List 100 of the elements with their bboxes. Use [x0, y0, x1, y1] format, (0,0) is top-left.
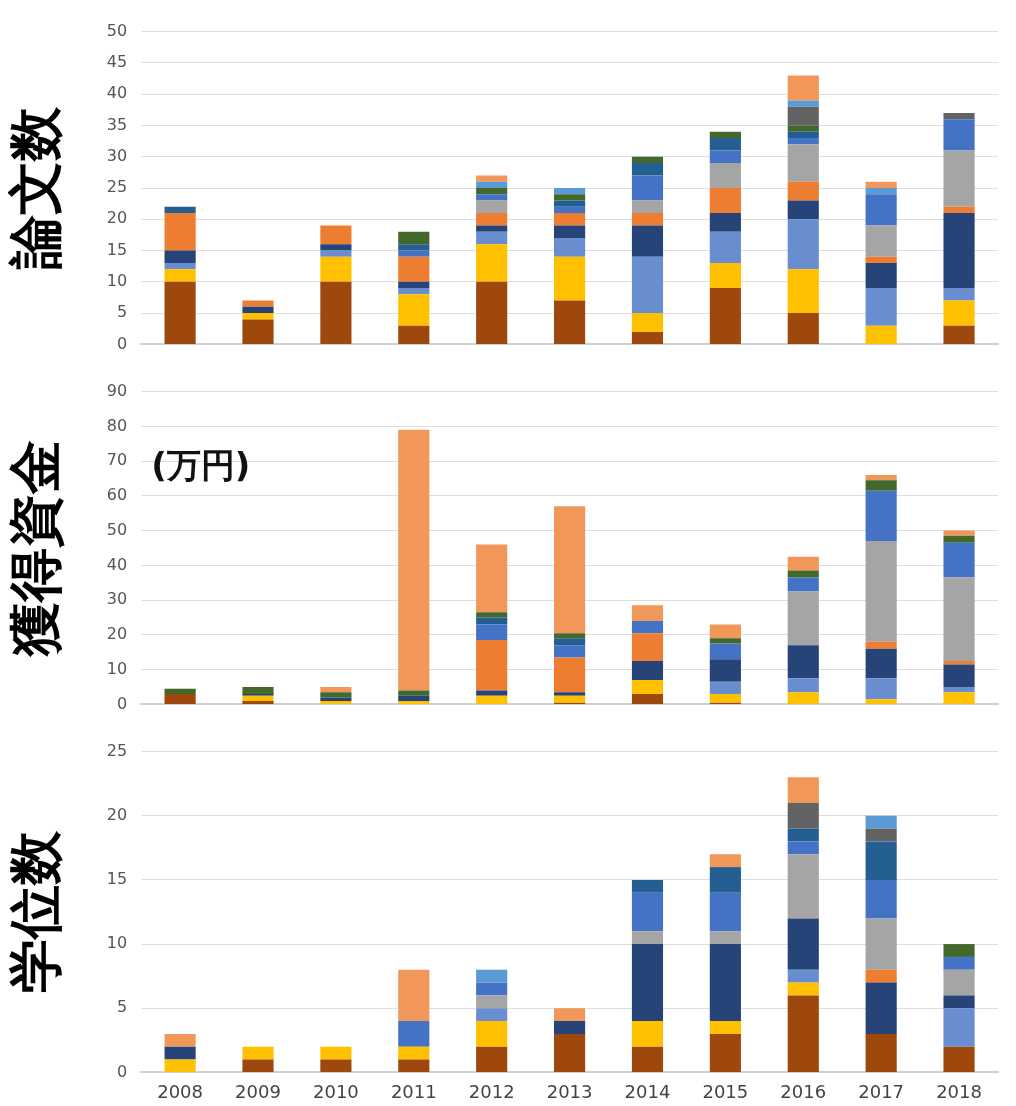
- bar: [787, 918, 819, 970]
- annotation: (万円): [151, 445, 251, 486]
- bar: [320, 1046, 352, 1060]
- bar: [865, 841, 897, 880]
- bar: [631, 162, 664, 176]
- bar: [631, 225, 664, 257]
- bar: [787, 75, 819, 101]
- bar: [787, 841, 819, 855]
- x-tick-label: 2009: [235, 1080, 281, 1102]
- bar: [476, 1008, 508, 1022]
- bar: [943, 1008, 975, 1047]
- bar: [865, 678, 897, 700]
- bar: [787, 125, 819, 132]
- bar: [943, 206, 975, 214]
- bar: [709, 150, 741, 163]
- bar: [787, 591, 819, 646]
- bar: [398, 294, 430, 326]
- bar: [631, 213, 664, 226]
- bar: [787, 137, 819, 145]
- bar: [943, 325, 975, 344]
- bar: [631, 156, 664, 163]
- bar: [398, 325, 430, 344]
- bar: [164, 269, 196, 282]
- bar: [787, 802, 819, 829]
- bar: [787, 577, 819, 592]
- bar: [709, 659, 741, 682]
- bar: [709, 681, 741, 694]
- bar: [865, 475, 897, 481]
- y-axis-title: 獲得資金: [4, 440, 68, 658]
- bar: [398, 690, 430, 696]
- bar: [631, 633, 664, 661]
- bar: [554, 200, 586, 207]
- bar: [787, 982, 819, 996]
- y-tick-label: 5: [116, 997, 128, 1017]
- bar: [242, 313, 274, 320]
- bar: [787, 200, 819, 220]
- x-tick-label: 2015: [702, 1080, 749, 1102]
- y-tick-label: 70: [106, 450, 128, 470]
- y-tick-label: 15: [106, 239, 128, 259]
- y-axis-title: 論文数: [4, 106, 68, 270]
- y-tick-label: 20: [106, 624, 128, 644]
- bar: [787, 144, 819, 182]
- bar: [476, 225, 508, 232]
- bar: [398, 695, 430, 701]
- bar: [631, 892, 664, 932]
- bar: [709, 624, 741, 639]
- bar: [787, 570, 819, 578]
- bar: [554, 645, 586, 658]
- bar: [865, 815, 897, 829]
- bar: [476, 969, 508, 983]
- y-tick-label: 50: [106, 519, 128, 539]
- bar: [320, 244, 352, 251]
- bar: [631, 620, 664, 634]
- bar: [554, 1008, 586, 1022]
- bar: [787, 181, 819, 201]
- y-tick-label: 10: [106, 658, 128, 678]
- bar: [398, 231, 430, 245]
- bar: [943, 956, 975, 970]
- bar: [943, 995, 975, 1009]
- bar: [787, 692, 819, 704]
- bar: [476, 690, 508, 696]
- bar: [631, 313, 664, 332]
- bar: [943, 692, 975, 704]
- bar: [164, 1046, 196, 1060]
- bar: [242, 319, 274, 344]
- bar: [709, 854, 741, 868]
- bar: [865, 490, 897, 542]
- bar: [398, 1059, 430, 1072]
- bar: [943, 969, 975, 996]
- bar: [865, 263, 897, 289]
- bar: [787, 556, 819, 571]
- x-tick-label: 2016: [780, 1080, 827, 1102]
- bar: [476, 181, 508, 188]
- bar: [398, 429, 430, 691]
- bar: [476, 194, 508, 201]
- bar: [709, 944, 741, 1022]
- bar: [476, 544, 508, 613]
- bar: [943, 150, 975, 207]
- bar: [865, 325, 897, 344]
- bar: [554, 238, 586, 257]
- y-tick-label: 45: [106, 52, 128, 72]
- y-tick-label: 40: [106, 83, 128, 103]
- bar: [943, 664, 975, 688]
- bar: [476, 1046, 508, 1072]
- bar: [476, 695, 508, 704]
- bar: [631, 693, 664, 704]
- bar: [554, 194, 586, 201]
- bar: [398, 288, 430, 295]
- bar: [398, 256, 430, 282]
- bar: [709, 213, 741, 232]
- bar: [787, 678, 819, 693]
- bar: [554, 506, 586, 634]
- bar: [631, 660, 664, 681]
- bar: [554, 692, 586, 696]
- bar: [943, 535, 975, 543]
- bar: [631, 331, 664, 344]
- bar: [476, 244, 508, 282]
- y-axis-title: 学位数: [4, 830, 68, 993]
- bar: [787, 995, 819, 1072]
- bar: [943, 119, 975, 151]
